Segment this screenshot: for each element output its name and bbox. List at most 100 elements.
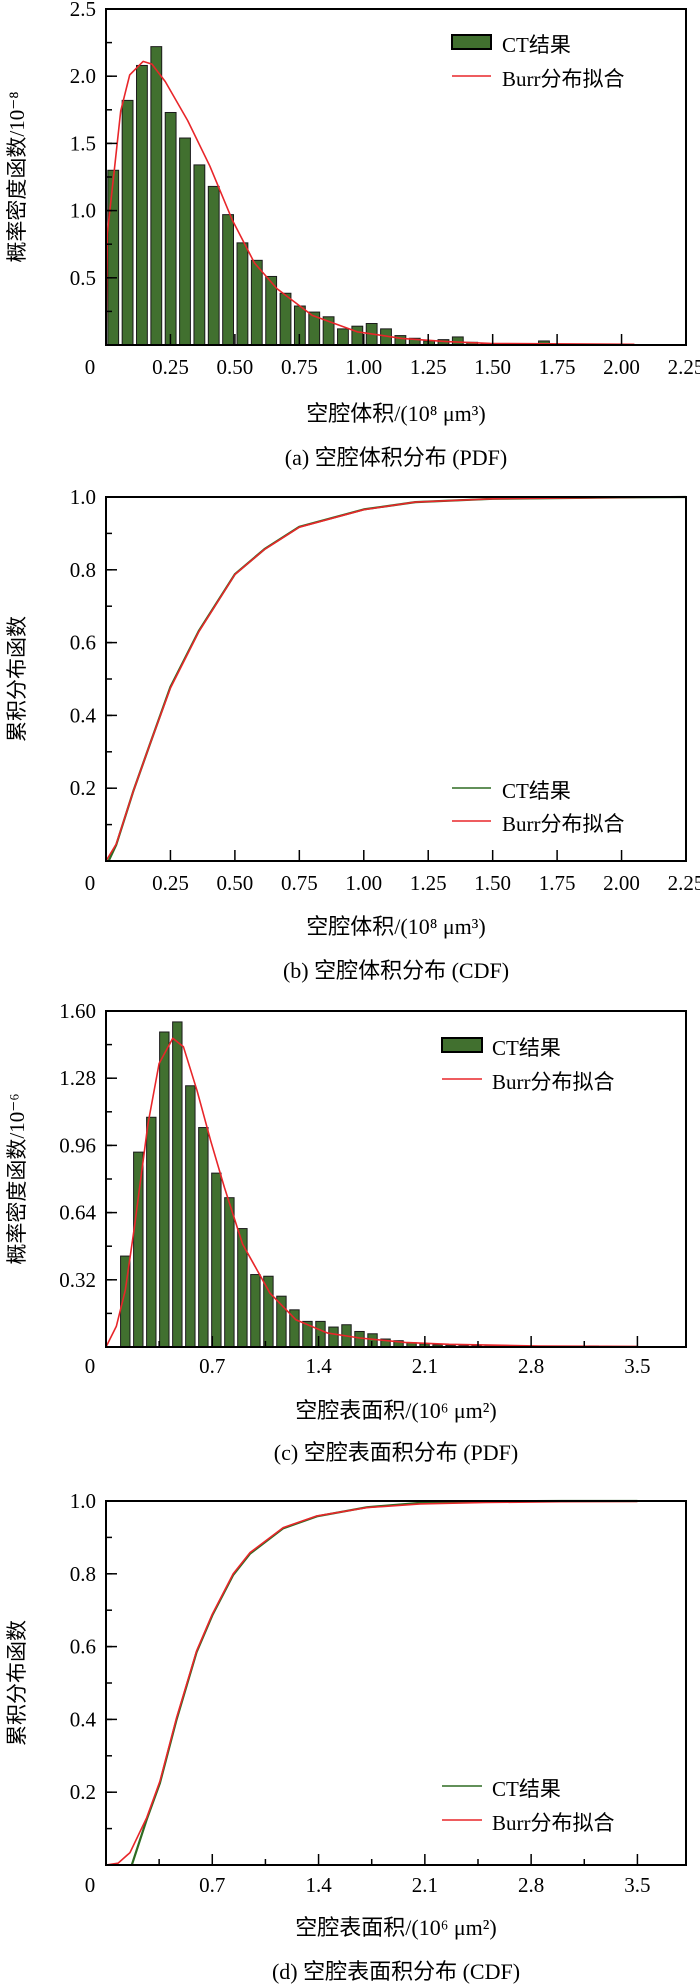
panel-c-xlabel: 空腔表面积/(10⁶ μm²) xyxy=(295,1398,497,1423)
panel-a-legend-bar-swatch xyxy=(451,34,492,50)
panel-c-bar xyxy=(328,1326,339,1348)
panel-a-y-tick-label: 0.5 xyxy=(70,266,96,290)
panel-a-caption: (a) 空腔体积分布 (PDF) xyxy=(284,445,508,470)
panel-d-fit-line xyxy=(105,1500,638,1866)
panel-c-x-tick-label: 1.4 xyxy=(305,1354,332,1378)
panel-c-bar xyxy=(211,1172,222,1348)
panel-b-origin-label: 0 xyxy=(85,871,96,895)
panel-a-x-tick-label: 2.00 xyxy=(603,355,640,379)
panel-a-bar xyxy=(250,259,263,346)
panel-a-plot: 0.5 1.0 1.5 2.0 2.5 0.25 0.50 0.75 1.00 1.25 1.50 1… xyxy=(70,0,700,379)
panel-c-y-tick-label: 0.96 xyxy=(59,1133,96,1157)
panel-a-bar xyxy=(351,325,364,346)
panel-a-origin-label: 0 xyxy=(85,355,96,379)
panel-b-plot: 0.2 0.4 0.6 0.8 1.0 0.25 0.50 0.75 1.00 1.25 1.50 1… xyxy=(70,485,700,895)
panel-a-bar xyxy=(164,111,177,346)
panel-c-x-tick-label: 3.5 xyxy=(624,1354,650,1378)
panel-d-caption: (d) 空腔表面积分布 (CDF) xyxy=(271,1959,521,1984)
panel-c-caption: (c) 空腔表面积分布 (PDF) xyxy=(273,1440,519,1465)
panel-a-bar xyxy=(136,64,148,346)
panel-d-plot: 0.2 0.4 0.6 0.8 1.0 0.7 1.4 2.1 2.8 3.5 0 xyxy=(70,1489,687,1897)
panel-b-x-tick-label: 2.25 xyxy=(668,871,700,895)
panel-c-bar xyxy=(315,1320,326,1348)
panel-b-x-tick-label: 0.75 xyxy=(281,871,318,895)
panel-b-xlabel: 空腔体积/(10⁸ μm³) xyxy=(306,914,486,939)
panel-b-legend-ct: CT结果 xyxy=(502,779,571,803)
panel-a-legend-ct: CT结果 xyxy=(502,33,571,57)
panel-a-bar xyxy=(121,99,134,346)
panel-a-y-tick-label: 1.5 xyxy=(70,131,96,155)
panel-d-x-tick-label: 3.5 xyxy=(624,1873,650,1897)
panel-d-y-tick-label: 1.0 xyxy=(70,1489,96,1513)
panel-b-y-tick-label: 0.8 xyxy=(70,558,96,582)
panel-c-bar xyxy=(263,1275,274,1348)
panel-c-fit-line xyxy=(105,1037,638,1348)
panel-b-fit-line xyxy=(105,496,687,862)
panel-c-bar xyxy=(146,1116,157,1348)
panel-b-y-tick-label: 0.2 xyxy=(70,776,96,800)
panel-c-x-tick-label: 0.7 xyxy=(199,1354,225,1378)
panel-d-y-tick-label: 0.8 xyxy=(70,1562,96,1586)
panel-b-x-tick-label: 0.50 xyxy=(217,871,254,895)
panel-a-ylabel: 概率密度函数/10⁻⁸ xyxy=(5,91,29,263)
panel-b-x-tick-label: 2.00 xyxy=(603,871,640,895)
panel-c-bar xyxy=(185,1085,196,1348)
panel-a-bar xyxy=(107,169,120,346)
panel-c-y-tick-label: 1.28 xyxy=(59,1066,96,1090)
panel-a-bar xyxy=(236,242,249,346)
panel-b-y-tick-label: 0.6 xyxy=(70,631,96,655)
panel-c-legend-ct: CT结果 xyxy=(492,1036,561,1060)
panel-d-y-tick-label: 0.4 xyxy=(70,1707,97,1731)
panel-a-legend-fit: Burr分布拟合 xyxy=(502,67,625,91)
panel-a-frame xyxy=(105,8,687,346)
panel-c-bar xyxy=(224,1197,235,1348)
panel-a-x-tick-label: 0.50 xyxy=(217,355,254,379)
panel-d-ylabel: 累积分布函数 xyxy=(5,1620,29,1746)
panel-b-x-tick-label: 1.50 xyxy=(474,871,511,895)
panel-b-caption: (b) 空腔体积分布 (CDF) xyxy=(282,958,510,983)
panel-a-y-tick-label: 1.0 xyxy=(70,199,96,223)
panel-c-bar xyxy=(367,1333,378,1348)
panel-a-bar xyxy=(451,336,464,346)
panel-c-bar xyxy=(250,1274,261,1348)
panel-d-xlabel: 空腔表面积/(10⁶ μm²) xyxy=(295,1915,497,1940)
panel-c-ylabel: 概率密度函数/10⁻⁶ xyxy=(5,1093,29,1265)
panel-a-x-tick-label: 1.00 xyxy=(345,355,382,379)
panel-d-y-tick-label: 0.2 xyxy=(70,1780,96,1804)
panel-a-y-tick-label: 2.0 xyxy=(70,64,96,88)
panel-d-x-tick-label: 2.8 xyxy=(518,1873,544,1897)
panel-c-x-tick-label: 2.1 xyxy=(412,1354,438,1378)
panel-c-bar xyxy=(133,1151,144,1348)
panel-b-ct-line xyxy=(107,495,687,862)
panel-a-x-tick-label: 1.25 xyxy=(410,355,447,379)
panel-d-origin-label: 0 xyxy=(85,1873,96,1897)
panel-a-x-tick-label: 1.75 xyxy=(539,355,576,379)
panel-c-bar xyxy=(198,1127,209,1348)
panel-a-bar xyxy=(279,292,292,346)
panel-a-fit-line xyxy=(105,60,635,346)
panel-c-y-tick-label: 0.32 xyxy=(59,1268,96,1292)
panel-b-x-tick-label: 1.00 xyxy=(345,871,382,895)
panel-d-x-tick-label: 2.1 xyxy=(412,1873,438,1897)
panel-a-x-tick-label: 0.75 xyxy=(281,355,318,379)
panel-b-y-tick-label: 1.0 xyxy=(70,485,96,509)
panel-c-x-tick-label: 2.8 xyxy=(518,1354,544,1378)
panel-d-legend-ct: CT结果 xyxy=(492,1777,561,1801)
panel-a-y-tick-label: 2.5 xyxy=(70,0,96,21)
panel-c-plot: 0.32 0.64 0.96 1.28 1.60 0.7 1.4 2.1 2.8 3.5 0 xyxy=(59,999,687,1378)
panel-c-origin-label: 0 xyxy=(85,1354,96,1378)
panel-a-bar xyxy=(150,46,163,346)
panel-a-bar xyxy=(207,185,220,346)
panel-c-legend-bar-swatch xyxy=(441,1037,483,1053)
panel-c-bar xyxy=(172,1021,183,1348)
panel-c-legend-fit: Burr分布拟合 xyxy=(492,1070,615,1094)
panel-a-x-tick-label: 0.25 xyxy=(152,355,189,379)
panel-a-bar xyxy=(179,137,191,346)
panel-b-x-tick-label: 1.25 xyxy=(410,871,447,895)
panel-a-bar xyxy=(337,328,349,346)
panel-a-bar xyxy=(222,214,234,346)
panel-c-bar xyxy=(159,1031,170,1348)
panel-c-y-tick-label: 0.64 xyxy=(59,1201,96,1225)
panel-a-x-tick-label: 1.50 xyxy=(474,355,511,379)
